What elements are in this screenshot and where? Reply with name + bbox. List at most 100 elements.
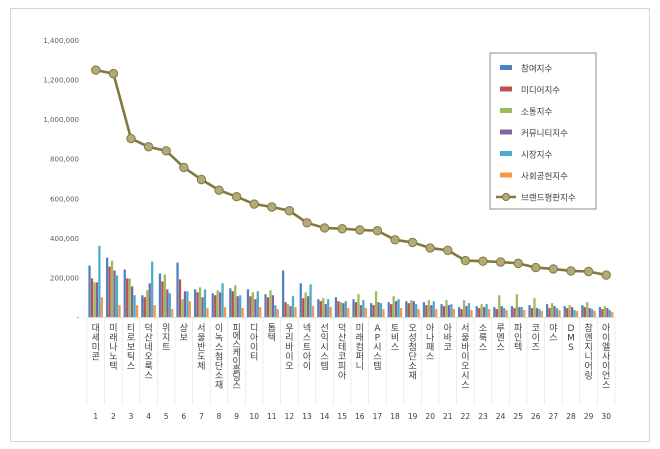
bar-3 [146,290,149,317]
bar-2 [548,308,551,317]
bar-5 [362,300,365,317]
bar-5 [309,284,312,317]
bar-1 [405,301,408,317]
x-index-label: 18 [390,412,400,421]
bar-1 [352,299,355,317]
bar-6 [452,309,455,317]
bar-3 [304,292,307,317]
bar-2 [231,291,234,317]
bar-6 [593,311,596,317]
bar-4 [395,301,398,317]
y-tick-label: - [76,314,79,322]
x-index-label: 22 [461,412,471,421]
bar-6 [435,309,438,317]
bar-2 [319,301,322,317]
y-tick-label: 400,000 [50,235,79,243]
legend-label: 커뮤니티지수 [521,128,568,139]
brand-index-point [319,223,330,233]
bar-5 [186,291,189,317]
bar-6 [311,306,315,317]
legend-swatch [500,151,512,156]
x-index-label: 29 [584,412,594,421]
bar-6 [487,309,491,317]
bar-1 [422,302,426,317]
bar-6 [294,307,297,317]
y-tick-label: 800,000 [50,156,79,164]
bar-2 [143,297,146,317]
x-tick-labels: 대 세 미 콘 1 미 래 나 노 텍 2 티 로 보 틱 스 3 덕 산 네 오 룩 스 4 위 지 트 5 상 보 6 서 울 반 도 체 7 이 녹 스… [92,323,612,421]
bar-2 [90,278,94,317]
bar-1 [563,306,566,317]
bar-3 [410,300,413,317]
bar-6 [505,310,508,317]
bar-5 [608,310,611,317]
bar-6 [523,310,526,317]
x-index-label: 24 [496,412,506,421]
bar-4 [324,304,327,317]
bar-6 [100,297,103,317]
bar-2 [196,292,199,317]
bar-2 [266,297,270,317]
x-index-label: 16 [355,412,365,421]
bar-5 [291,296,295,317]
brand-index-point [337,224,347,234]
x-index-label: 14 [320,412,330,421]
x-index-label: 23 [478,412,488,421]
bar-2 [530,308,534,317]
bar-5 [432,301,435,317]
bar-3 [93,282,96,317]
legend-label: 소통지수 [521,108,552,118]
bar-6 [540,311,543,317]
legend-swatch [500,65,512,70]
x-index-label: 15 [337,412,347,421]
bar-5 [467,303,471,317]
bar-5 [239,295,242,317]
bar-3 [339,302,343,317]
bar-2 [583,307,586,317]
brand-index-point [267,202,277,212]
bar-3 [198,287,202,317]
brand-index-point [91,65,101,75]
bar-6 [417,309,420,317]
bar-2 [354,302,358,317]
bar-5 [538,309,541,317]
bar-6 [611,312,614,317]
brand-index-point [231,192,242,202]
legend-swatch [500,172,512,178]
x-index-label: 7 [199,412,204,421]
bar-3 [445,300,448,317]
x-index-label: 9 [234,412,239,421]
bar-3 [181,299,184,317]
bar-6 [223,307,227,317]
y-tick-label: 1,000,000 [43,116,79,124]
bar-6 [188,301,191,317]
bar-2 [161,281,164,317]
bar-6 [470,310,473,317]
bar-4 [289,306,292,317]
y-tick-label: 1,200,000 [43,77,79,85]
bar-5 [485,304,488,317]
bar-5 [415,304,418,317]
bar-5 [503,308,506,317]
bar-4 [201,297,204,317]
bar-4 [236,296,239,317]
brand-index-point [513,258,523,269]
bar-2 [566,308,569,317]
brand-index-point [302,218,312,228]
bar-3 [603,306,607,317]
x-index-label: 27 [549,412,559,421]
y-tick-label: 200,000 [50,274,79,282]
x-index-label: 30 [601,412,611,421]
